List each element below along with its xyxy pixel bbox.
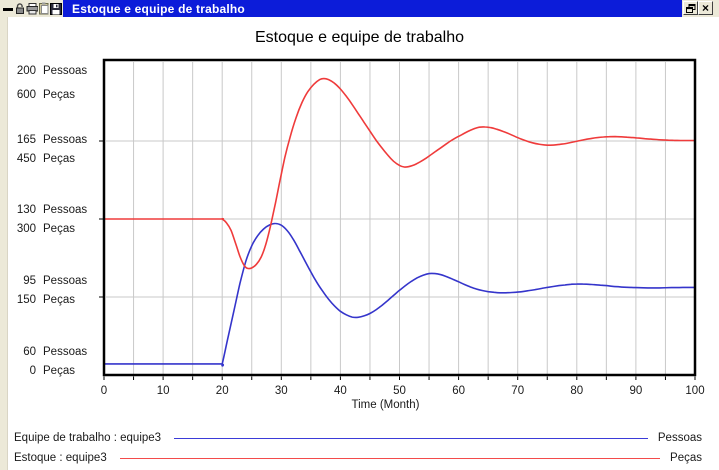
series-line-1 xyxy=(103,77,695,270)
y-axis-label: 300 Peças xyxy=(8,222,103,236)
titlebar-corner xyxy=(713,0,719,17)
y-axis-unit: Pessoas xyxy=(43,346,88,358)
x-tick-label: 100 xyxy=(685,385,704,397)
save-icon[interactable] xyxy=(50,2,62,15)
x-tick-label: 40 xyxy=(334,385,347,397)
close-icon: × xyxy=(701,1,709,15)
window-buttons: × xyxy=(682,0,713,17)
y-axis-value: 600 xyxy=(16,89,36,101)
y-axis-unit: Peças xyxy=(43,89,75,101)
x-tick-label: 20 xyxy=(216,385,229,397)
y-axis-label: 200 Pessoas xyxy=(8,64,103,78)
x-tick-label: 80 xyxy=(570,385,583,397)
y-axis-value: 130 xyxy=(16,204,36,216)
y-axis-value: 450 xyxy=(16,153,36,165)
legend-label: Equipe de trabalho : equipe3 xyxy=(14,432,162,444)
y-axis-value: 165 xyxy=(16,134,36,146)
x-axis-title: Time (Month) xyxy=(351,399,420,411)
y-axis-value: 150 xyxy=(16,294,36,306)
x-tick-label: 10 xyxy=(157,385,170,397)
y-axis-value: 300 xyxy=(16,223,36,235)
y-axis-unit: Peças xyxy=(43,365,75,377)
y-axis-unit: Pessoas xyxy=(43,134,88,146)
toolbar xyxy=(0,0,63,17)
window-title: Estoque e equipe de trabalho xyxy=(72,1,245,16)
legend-line-red xyxy=(119,457,661,459)
window-top-bar: Estoque e equipe de trabalho × xyxy=(0,0,719,17)
y-axis-label: 450 Peças xyxy=(8,152,103,166)
window-titlebar[interactable]: Estoque e equipe de trabalho xyxy=(63,0,682,17)
x-tick-label: 60 xyxy=(452,385,465,397)
chart-title: Estoque e equipe de trabalho xyxy=(254,29,465,46)
y-axis-label: 600 Peças xyxy=(8,88,103,102)
y-axis-value: 60 xyxy=(23,346,36,358)
y-axis-label: 150 Peças xyxy=(8,293,103,307)
window-left-edge xyxy=(0,17,8,470)
y-axis-unit: Peças xyxy=(43,153,75,165)
restore-button[interactable] xyxy=(683,1,698,15)
legend-row-equipe: Equipe de trabalho : equipe3 Pessoas xyxy=(0,428,719,448)
y-axis-label: 95 Pessoas xyxy=(8,274,103,288)
legend-label: Estoque : equipe3 xyxy=(14,452,107,464)
clipboard-icon[interactable] xyxy=(38,2,50,15)
y-axis-value: 200 xyxy=(16,65,36,77)
y-axis-label: 130 Pessoas xyxy=(8,203,103,217)
y-axis-label: 165 Pessoas xyxy=(8,133,103,147)
close-button[interactable]: × xyxy=(698,1,713,15)
x-tick-label: 90 xyxy=(630,385,643,397)
print-icon[interactable] xyxy=(26,2,38,15)
legend: Equipe de trabalho : equipe3 Pessoas Est… xyxy=(0,428,719,468)
y-axis-label: 60 Pessoas xyxy=(8,345,103,359)
y-axis-value: 95 xyxy=(23,275,36,287)
x-tick-label: 70 xyxy=(511,385,524,397)
x-tick-label: 30 xyxy=(275,385,288,397)
y-axis-unit: Peças xyxy=(43,223,75,235)
restore-icon xyxy=(685,3,695,13)
legend-unit: Pessoas xyxy=(657,432,702,444)
y-axis-unit: Pessoas xyxy=(43,204,88,216)
lock-icon[interactable] xyxy=(14,2,26,15)
x-tick-label: 50 xyxy=(393,385,406,397)
y-axis-value: 0 xyxy=(29,365,36,377)
legend-line-blue xyxy=(174,437,648,439)
y-axis-label: 0 Peças xyxy=(8,364,103,378)
y-axis-unit: Pessoas xyxy=(43,65,88,77)
legend-unit: Peças xyxy=(670,452,702,464)
delete-bar-icon[interactable] xyxy=(2,2,14,15)
x-tick-label: 0 xyxy=(101,385,107,397)
y-axis-unit: Pessoas xyxy=(43,275,88,287)
y-axis-unit: Peças xyxy=(43,294,75,306)
legend-row-estoque: Estoque : equipe3 Peças xyxy=(0,448,719,468)
plot-frame xyxy=(102,58,697,377)
